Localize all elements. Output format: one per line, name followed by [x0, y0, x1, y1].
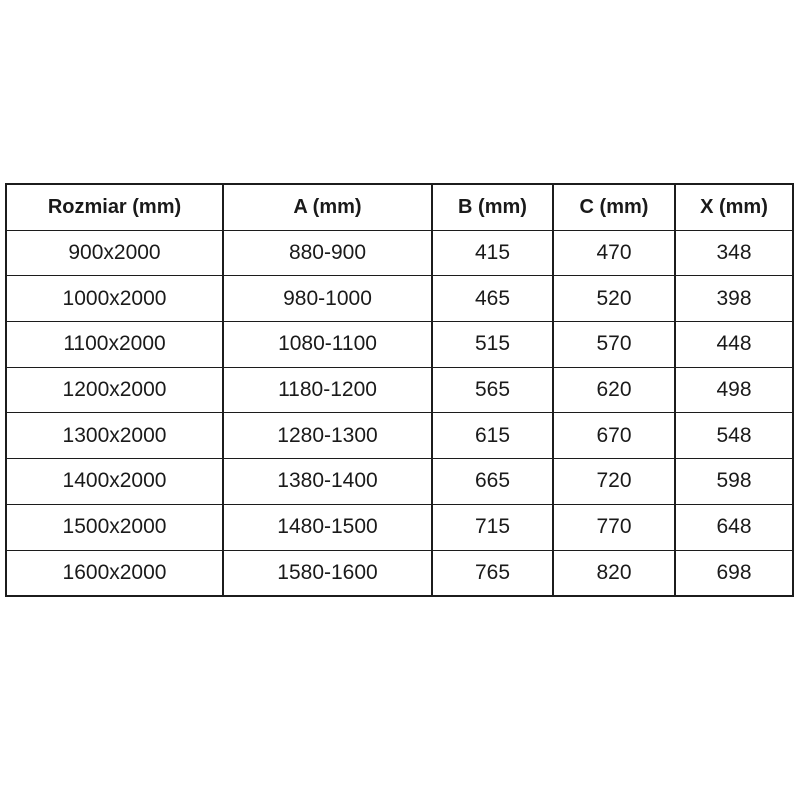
table-row: 1300x2000 1280-1300 615 670 548: [5, 412, 794, 460]
column-header: Rozmiar (mm): [5, 183, 224, 231]
table-cell: 1280-1300: [222, 412, 433, 460]
table-cell: 398: [674, 275, 794, 323]
column-header: C (mm): [552, 183, 676, 231]
table-row: 900x2000 880-900 415 470 348: [5, 229, 794, 277]
table-cell: 1400x2000: [5, 458, 224, 505]
table-cell: 620: [552, 366, 676, 414]
table-cell: 448: [674, 321, 794, 368]
size-table-header: Rozmiar (mm) A (mm) B (mm) C (mm) X (mm): [5, 183, 794, 231]
table-cell: 1200x2000: [5, 366, 224, 414]
table-cell: 570: [552, 321, 676, 368]
table-row: 1500x2000 1480-1500 715 770 648: [5, 503, 794, 551]
table-cell: 548: [674, 412, 794, 460]
table-row: 1400x2000 1380-1400 665 720 598: [5, 458, 794, 505]
table-cell: 348: [674, 229, 794, 277]
size-table-body: 900x2000 880-900 415 470 348 1000x2000 980-100…: [5, 229, 794, 597]
table-cell: 465: [431, 275, 554, 323]
table-cell: 615: [431, 412, 554, 460]
table-row: 1600x2000 1580-1600 765 820 698: [5, 549, 794, 597]
table-cell: 565: [431, 366, 554, 414]
table-cell: 1180-1200: [222, 366, 433, 414]
table-cell: 520: [552, 275, 676, 323]
table-cell: 665: [431, 458, 554, 505]
table-cell: 1080-1100: [222, 321, 433, 368]
table-cell: 980-1000: [222, 275, 433, 323]
table-cell: 720: [552, 458, 676, 505]
column-header: B (mm): [431, 183, 554, 231]
column-header: A (mm): [222, 183, 433, 231]
table-cell: 415: [431, 229, 554, 277]
table-cell: 715: [431, 503, 554, 551]
table-cell: 770: [552, 503, 676, 551]
table-cell: 1300x2000: [5, 412, 224, 460]
table-cell: 1000x2000: [5, 275, 224, 323]
table-cell: 1580-1600: [222, 549, 433, 597]
column-header: X (mm): [674, 183, 794, 231]
table-cell: 1500x2000: [5, 503, 224, 551]
table-cell: 515: [431, 321, 554, 368]
table-cell: 498: [674, 366, 794, 414]
table-row: 1100x2000 1080-1100 515 570 448: [5, 321, 794, 368]
table-cell: 1100x2000: [5, 321, 224, 368]
table-cell: 648: [674, 503, 794, 551]
table-cell: 1380-1400: [222, 458, 433, 505]
table-cell: 670: [552, 412, 676, 460]
header-row: Rozmiar (mm) A (mm) B (mm) C (mm) X (mm): [5, 183, 794, 231]
table-cell: 1480-1500: [222, 503, 433, 551]
table-cell: 765: [431, 549, 554, 597]
table-cell: 820: [552, 549, 676, 597]
table-cell: 470: [552, 229, 676, 277]
table-row: 1000x2000 980-1000 465 520 398: [5, 275, 794, 323]
table-cell: 900x2000: [5, 229, 224, 277]
table-cell: 880-900: [222, 229, 433, 277]
table-cell: 698: [674, 549, 794, 597]
table-row: 1200x2000 1180-1200 565 620 498: [5, 366, 794, 414]
table-cell: 1600x2000: [5, 549, 224, 597]
size-dimensions-table: Rozmiar (mm) A (mm) B (mm) C (mm) X (mm) 900…: [5, 183, 794, 598]
table-cell: 598: [674, 458, 794, 505]
